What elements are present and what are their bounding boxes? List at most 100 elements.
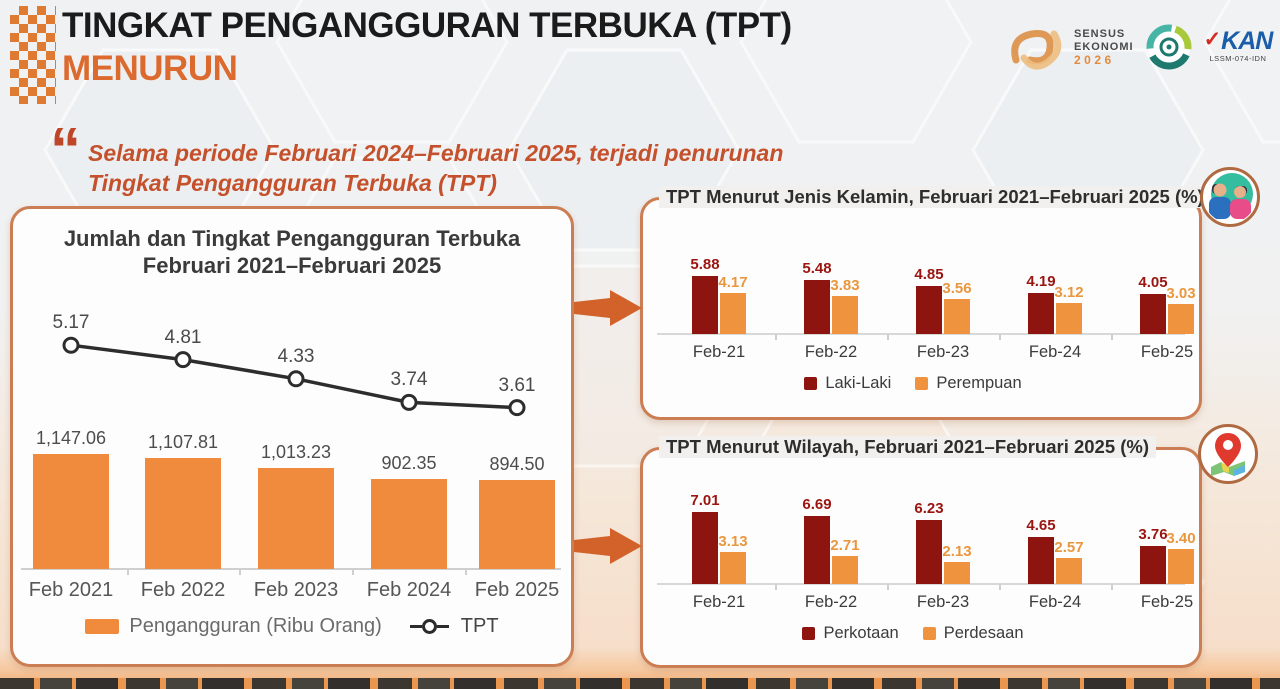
bar-perempuan [1056, 303, 1082, 334]
map-pin-icon [1198, 424, 1258, 484]
x-axis-label: Feb-23 [916, 343, 970, 361]
region-chart-title: TPT Menurut Wilayah, Februari 2021–Febru… [659, 436, 1157, 458]
quote-text: Selama periode Februari 2024–Februari 20… [88, 138, 783, 198]
bar-pengangguran [371, 478, 447, 569]
value-label-series1: 7.01 [690, 492, 720, 510]
x-axis-label: Feb-23 [916, 593, 970, 611]
combo-chart-title: Jumlah dan Tingkat Pengangguran Terbuka … [13, 225, 571, 279]
bar-value-label: 1,147.06 [35, 428, 107, 449]
axis-tick [999, 334, 1001, 340]
sensus-emblem-icon [1146, 24, 1192, 70]
value-label-series1: 4.05 [1138, 274, 1168, 292]
value-label-series1: 5.88 [690, 256, 720, 274]
line-value-label: 4.33 [277, 345, 315, 367]
tpt-legend-label: TPT [460, 615, 499, 637]
pengangguran-legend-label: Pengangguran (Ribu Orang) [129, 615, 382, 637]
page-title: TINGKAT PENGANGGURAN TERBUKA (TPT) [62, 6, 792, 45]
axis-tick [999, 584, 1001, 590]
bar-value-label: 1,013.23 [260, 441, 332, 462]
gender-title-regular: TPT Menurut Jenis Kelamin, [666, 186, 919, 207]
sensus-line2: EKONOMI [1074, 40, 1134, 53]
bar-value-label: 894.50 [489, 453, 545, 474]
axis-tick [887, 334, 889, 340]
bar-perdesaan [1056, 557, 1082, 584]
kan-logo: ✓ KAN LSSM-074-IDN [1203, 27, 1274, 64]
sensus-line1: SENSUS [1074, 27, 1126, 40]
x-axis-label: Feb-25 [1140, 593, 1194, 611]
x-axis-label: Feb 2024 [366, 579, 452, 601]
kan-name: KAN [1221, 27, 1273, 55]
quote-line2: Tingkat Pengangguran Terbuka (TPT) [88, 170, 497, 196]
bar-perkotaan [804, 515, 830, 584]
bar-perkotaan [1140, 545, 1166, 584]
line-value-label: 3.61 [498, 374, 536, 396]
bottom-cropped-strip [0, 678, 1280, 689]
bar-laki-laki [1028, 292, 1054, 334]
quote-line1: Selama periode Februari 2024–Februari 20… [88, 140, 784, 166]
x-axis-label: Feb-24 [1028, 593, 1082, 611]
bar-perdesaan [832, 556, 858, 584]
value-label-series1: 6.23 [914, 500, 944, 518]
value-label-series1: 3.76 [1138, 525, 1168, 543]
check-icon: ✓ [1203, 28, 1222, 51]
bar-value-label: 902.35 [381, 452, 437, 473]
value-label-series2: 3.12 [1054, 284, 1084, 302]
value-label-series2: 2.13 [942, 543, 972, 561]
checkered-pattern-decoration [10, 6, 56, 104]
region-legend: Perkotaan Perdesaan [643, 624, 1199, 643]
bar-perempuan [1168, 304, 1194, 334]
axis-tick [127, 569, 129, 575]
value-label-series1: 4.85 [914, 266, 944, 284]
axis-tick [465, 569, 467, 575]
x-axis-label: Feb 2021 [28, 579, 114, 601]
perkotaan-legend-swatch [802, 627, 816, 640]
x-axis-label: Feb-25 [1140, 343, 1194, 361]
combo-title-line2: Februari 2021–Februari 2025 [142, 253, 442, 278]
line-value-label: 4.81 [164, 326, 202, 348]
value-label-series2: 3.03 [1166, 285, 1196, 303]
value-label-series1: 6.69 [802, 495, 832, 513]
gender-chart-area: 5.88 4.17 Feb-21 5.48 3.83 Feb-22 4.85 3.56 Feb-… [643, 200, 1199, 417]
axis-tick [239, 569, 241, 575]
x-axis-label: Feb 2023 [253, 579, 339, 601]
arrow-right-icon [574, 528, 642, 564]
laki-laki-legend-swatch [804, 377, 818, 390]
line-value-label: 3.74 [390, 369, 428, 391]
x-axis-label: Feb-24 [1028, 343, 1082, 361]
pengangguran-legend-swatch [85, 619, 120, 634]
perdesaan-legend-label: Perdesaan [943, 624, 1024, 642]
axis-tick [1111, 584, 1113, 590]
perkotaan-legend-label: Perkotaan [823, 624, 899, 642]
x-axis-label: Feb 2025 [474, 579, 560, 601]
quote-icon: “ [50, 116, 81, 185]
gender-legend: Laki-Laki Perempuan [643, 374, 1199, 393]
axis-tick [775, 584, 777, 590]
region-chart-area: 7.01 3.13 Feb-21 6.69 2.71 Feb-22 6.23 2.13 Feb-… [643, 450, 1199, 665]
laki-laki-legend-label: Laki-Laki [825, 374, 892, 392]
bar-perdesaan [1168, 549, 1194, 584]
axis-tick [352, 569, 354, 575]
perempuan-legend-swatch [915, 377, 929, 390]
bar-perempuan [944, 299, 970, 334]
region-title-bold: Februari 2021–Februari 2025 (%) [864, 436, 1150, 457]
gender-chart-panel: TPT Menurut Jenis Kelamin, Februari 2021… [640, 186, 1211, 420]
tpt-line-marker-icon [409, 619, 449, 634]
sensus-year: 2026 [1074, 52, 1115, 67]
combo-legend: Pengangguran (Ribu Orang) TPT [13, 615, 571, 638]
bar-laki-laki [916, 286, 942, 334]
bar-perempuan [832, 296, 858, 334]
bar-pengangguran [479, 479, 555, 569]
gender-chart-title: TPT Menurut Jenis Kelamin, Februari 2021… [659, 186, 1211, 208]
value-label-series1: 5.48 [802, 260, 832, 278]
arrow-right-icon [574, 290, 642, 326]
value-label-series1: 4.65 [1026, 516, 1056, 534]
bar-laki-laki [692, 276, 718, 334]
bar-perdesaan [720, 552, 746, 584]
value-label-series2: 3.13 [718, 533, 748, 551]
bar-perdesaan [944, 562, 970, 584]
value-label-series2: 4.17 [718, 274, 748, 292]
bar-perkotaan [1028, 536, 1054, 584]
bar-perkotaan [692, 512, 718, 584]
value-label-series2: 3.83 [830, 277, 860, 295]
bar-pengangguran [258, 467, 334, 569]
